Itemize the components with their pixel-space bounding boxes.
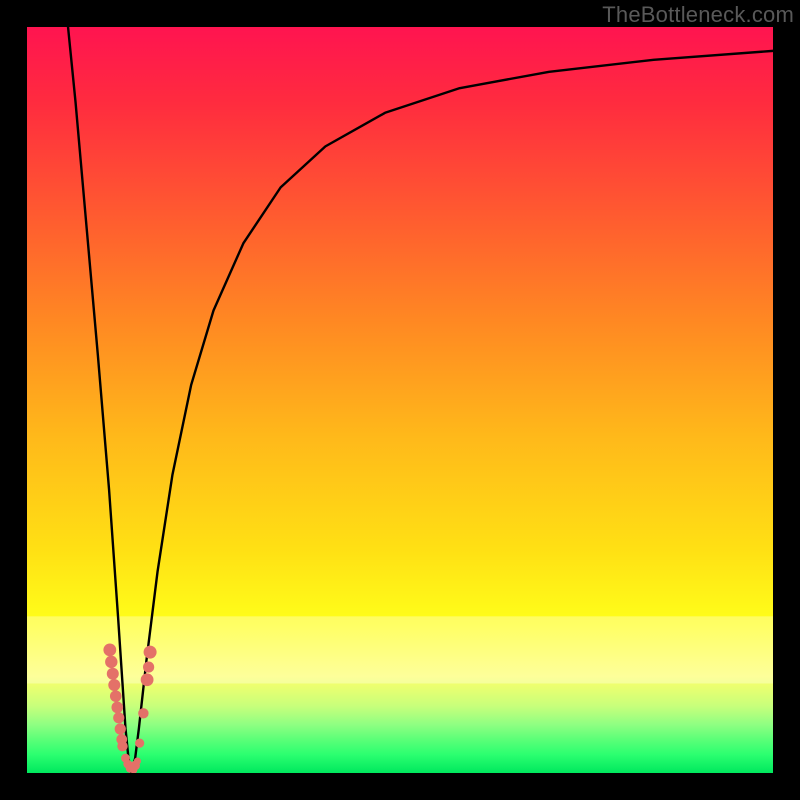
marker-dot (138, 708, 148, 718)
watermark-text: TheBottleneck.com (602, 2, 794, 28)
marker-dot (103, 644, 116, 657)
marker-dot (107, 668, 119, 680)
marker-dot (117, 741, 127, 751)
marker-dot (108, 679, 120, 691)
marker-dot (134, 757, 141, 764)
pale-band-overlay (27, 616, 773, 683)
marker-dot (111, 702, 123, 714)
chart-root: TheBottleneck.com (0, 0, 800, 800)
marker-dot (135, 739, 144, 748)
marker-dot (141, 673, 154, 686)
marker-dot (144, 646, 157, 659)
marker-dot (115, 723, 126, 734)
marker-dot (113, 712, 124, 723)
chart-svg (0, 0, 800, 800)
plot-area (27, 27, 773, 774)
marker-dot (105, 656, 117, 668)
marker-dot (110, 690, 122, 702)
marker-dot (143, 661, 154, 672)
